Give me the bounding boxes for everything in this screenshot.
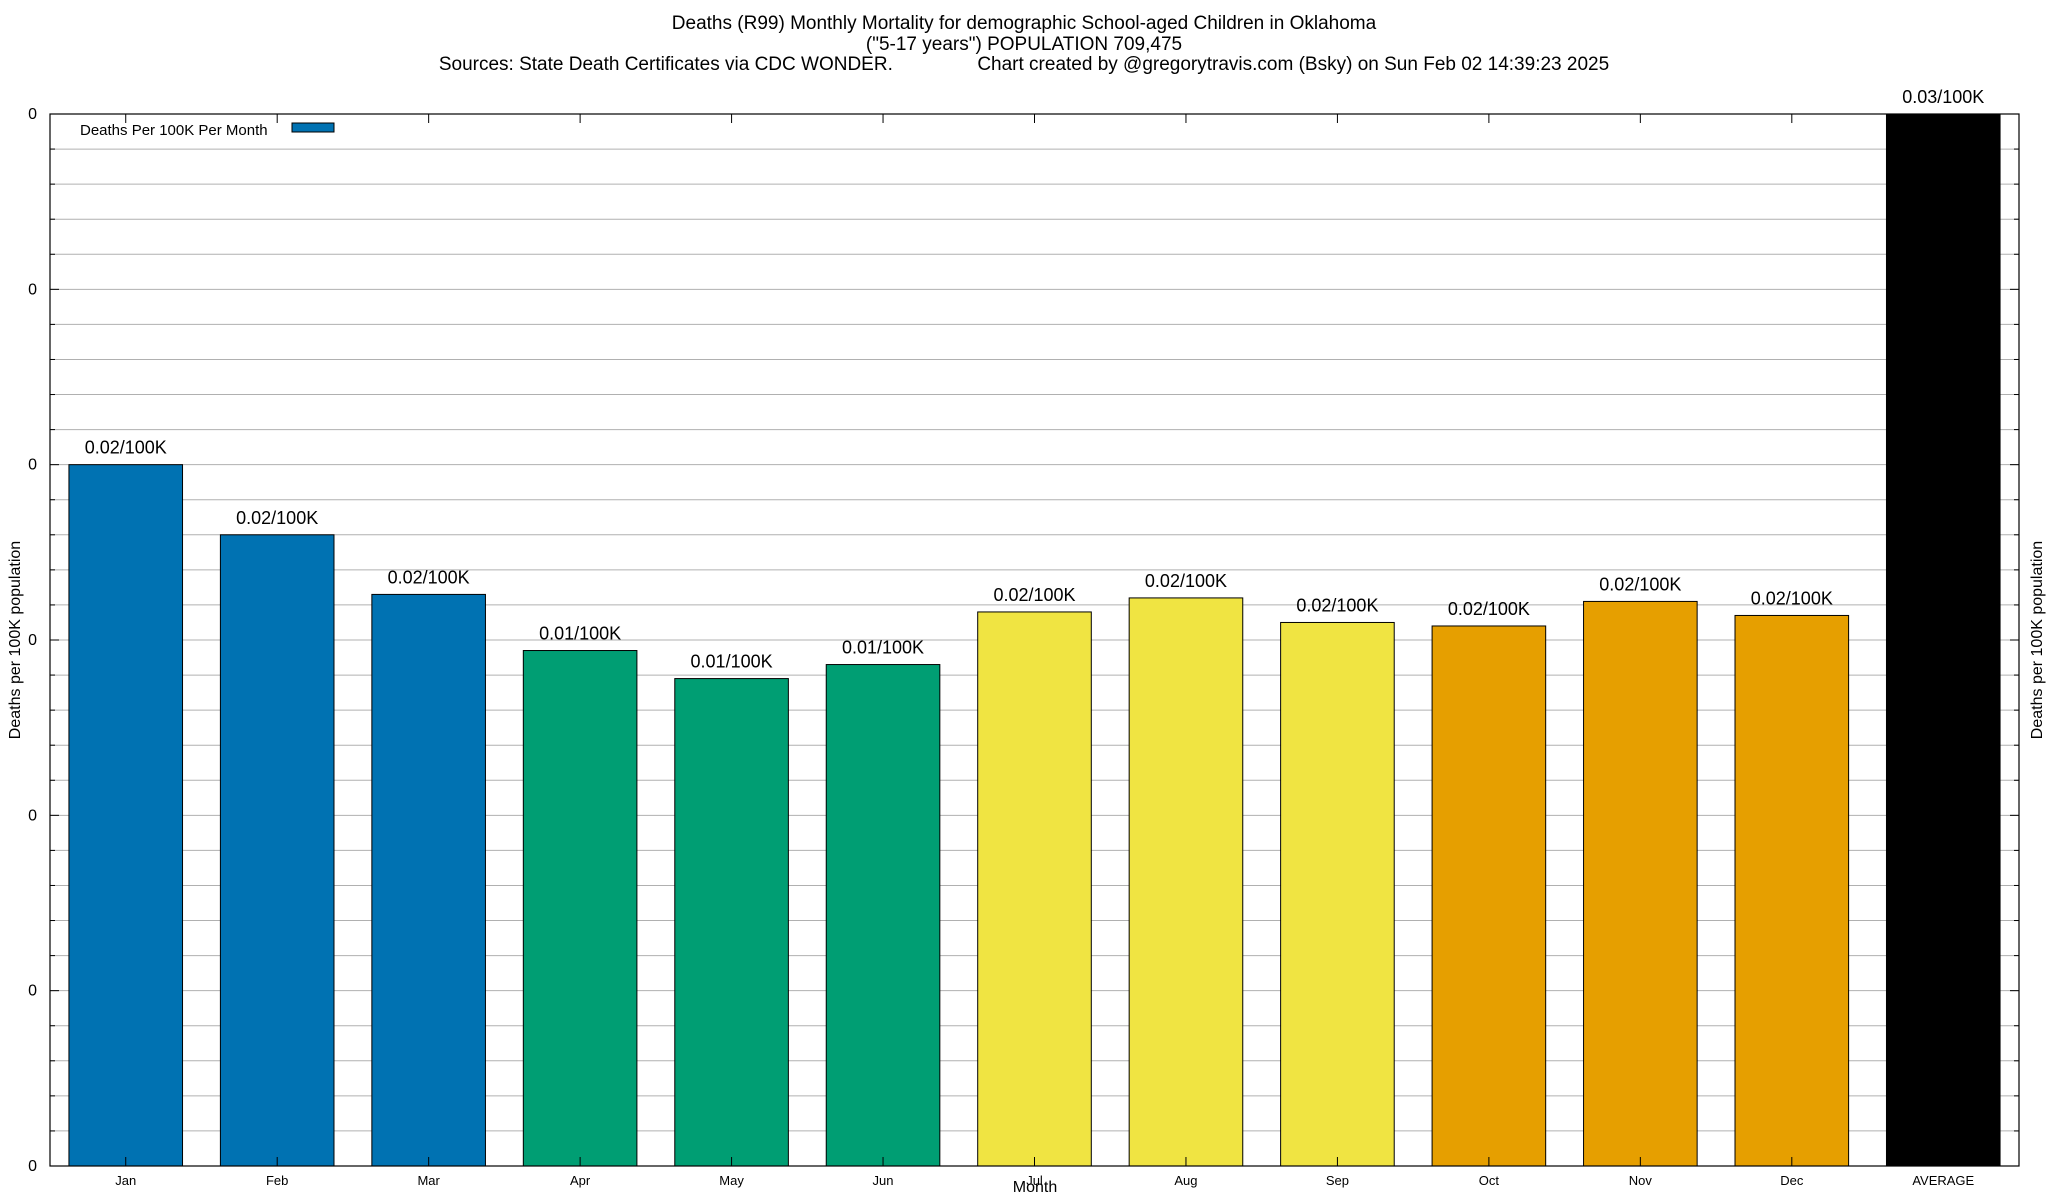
y-tick-label: 0 — [28, 1158, 37, 1175]
legend-label: Deaths Per 100K Per Month — [80, 122, 268, 139]
x-tick-label: Dec — [1780, 1173, 1804, 1188]
legend-swatch — [291, 122, 335, 133]
chart-title: Deaths (R99) Monthly Mortality for demog… — [671, 13, 1377, 34]
x-tick-label: Jul — [1026, 1173, 1043, 1188]
data-labels: 0.02/100K 0.02/100K 0.02/100K 0.01/100K 0.01… — [85, 87, 1985, 672]
x-tick-label: Oct — [1479, 1173, 1500, 1188]
chart-subtitle-population: ("5-17 years") POPULATION 709,475 — [865, 33, 1183, 55]
y-tick-label: 0 — [28, 983, 37, 1000]
x-tick-label: Nov — [1629, 1173, 1653, 1188]
data-label: 0.01/100K — [539, 624, 621, 644]
bar-may — [674, 678, 789, 1167]
data-label: 0.02/100K — [236, 508, 318, 528]
x-tick-label: Feb — [266, 1173, 288, 1188]
x-tick-label: May — [719, 1173, 744, 1188]
bar-oct — [1431, 625, 1547, 1167]
data-label: 0.02/100K — [1448, 599, 1530, 619]
y-tick-label: 0 — [28, 457, 37, 474]
data-label: 0.02/100K — [1145, 571, 1227, 591]
data-label: 0.02/100K — [993, 585, 1075, 605]
x-tick-label: Jun — [873, 1173, 894, 1188]
y-tick-label: 0 — [28, 807, 37, 824]
x-tick-label: Sep — [1326, 1173, 1349, 1188]
y-tick-label: 0 — [28, 106, 37, 123]
bar-sep — [1280, 621, 1395, 1167]
chart-title-block: Deaths (R99) Monthly Mortality for demog… — [0, 13, 2048, 76]
data-label: 0.03/100K — [1902, 87, 1984, 107]
axes: 0 0 0 0 0 0 0 Jan Feb Mar Apr May Jun Jul Aug Sep Oct Nov… — [28, 106, 2019, 1188]
x-tick-label: Aug — [1174, 1173, 1197, 1188]
legend: Deaths Per 100K Per Month — [80, 122, 335, 139]
data-label: 0.02/100K — [1751, 588, 1833, 608]
y-axis-label: Deaths per 100K population — [7, 541, 24, 739]
x-tick-label: Apr — [570, 1173, 591, 1188]
bar-dec — [1734, 614, 1850, 1167]
chart-subtitle-sources: Sources: State Death Certificates via CD… — [438, 54, 1610, 75]
bar-jul — [977, 611, 1092, 1167]
bar-average — [1885, 113, 2001, 1167]
bar-aug — [1128, 597, 1244, 1167]
y-tick-label: 0 — [28, 281, 37, 298]
x-axis-label: Month — [1013, 1179, 1057, 1196]
x-tick-label: AVERAGE — [1912, 1173, 1974, 1188]
bar-feb — [219, 534, 335, 1167]
data-label: 0.02/100K — [1599, 574, 1681, 594]
x-tick-label: Mar — [417, 1173, 440, 1188]
data-label: 0.02/100K — [388, 567, 470, 587]
data-label: 0.02/100K — [1296, 595, 1378, 615]
bars — [68, 113, 2001, 1167]
bar-nov — [1583, 600, 1698, 1167]
bar-jan — [68, 464, 184, 1167]
y-tick-label: 0 — [28, 632, 37, 649]
data-label: 0.02/100K — [85, 438, 167, 458]
data-label: 0.01/100K — [842, 638, 924, 658]
bar-jun — [825, 664, 941, 1167]
y2-axis-label: Deaths per 100K population — [2029, 541, 2046, 739]
data-label: 0.01/100K — [691, 652, 773, 672]
bar-mar — [371, 593, 486, 1167]
bar-apr — [522, 650, 638, 1167]
x-tick-label: Jan — [115, 1173, 136, 1188]
